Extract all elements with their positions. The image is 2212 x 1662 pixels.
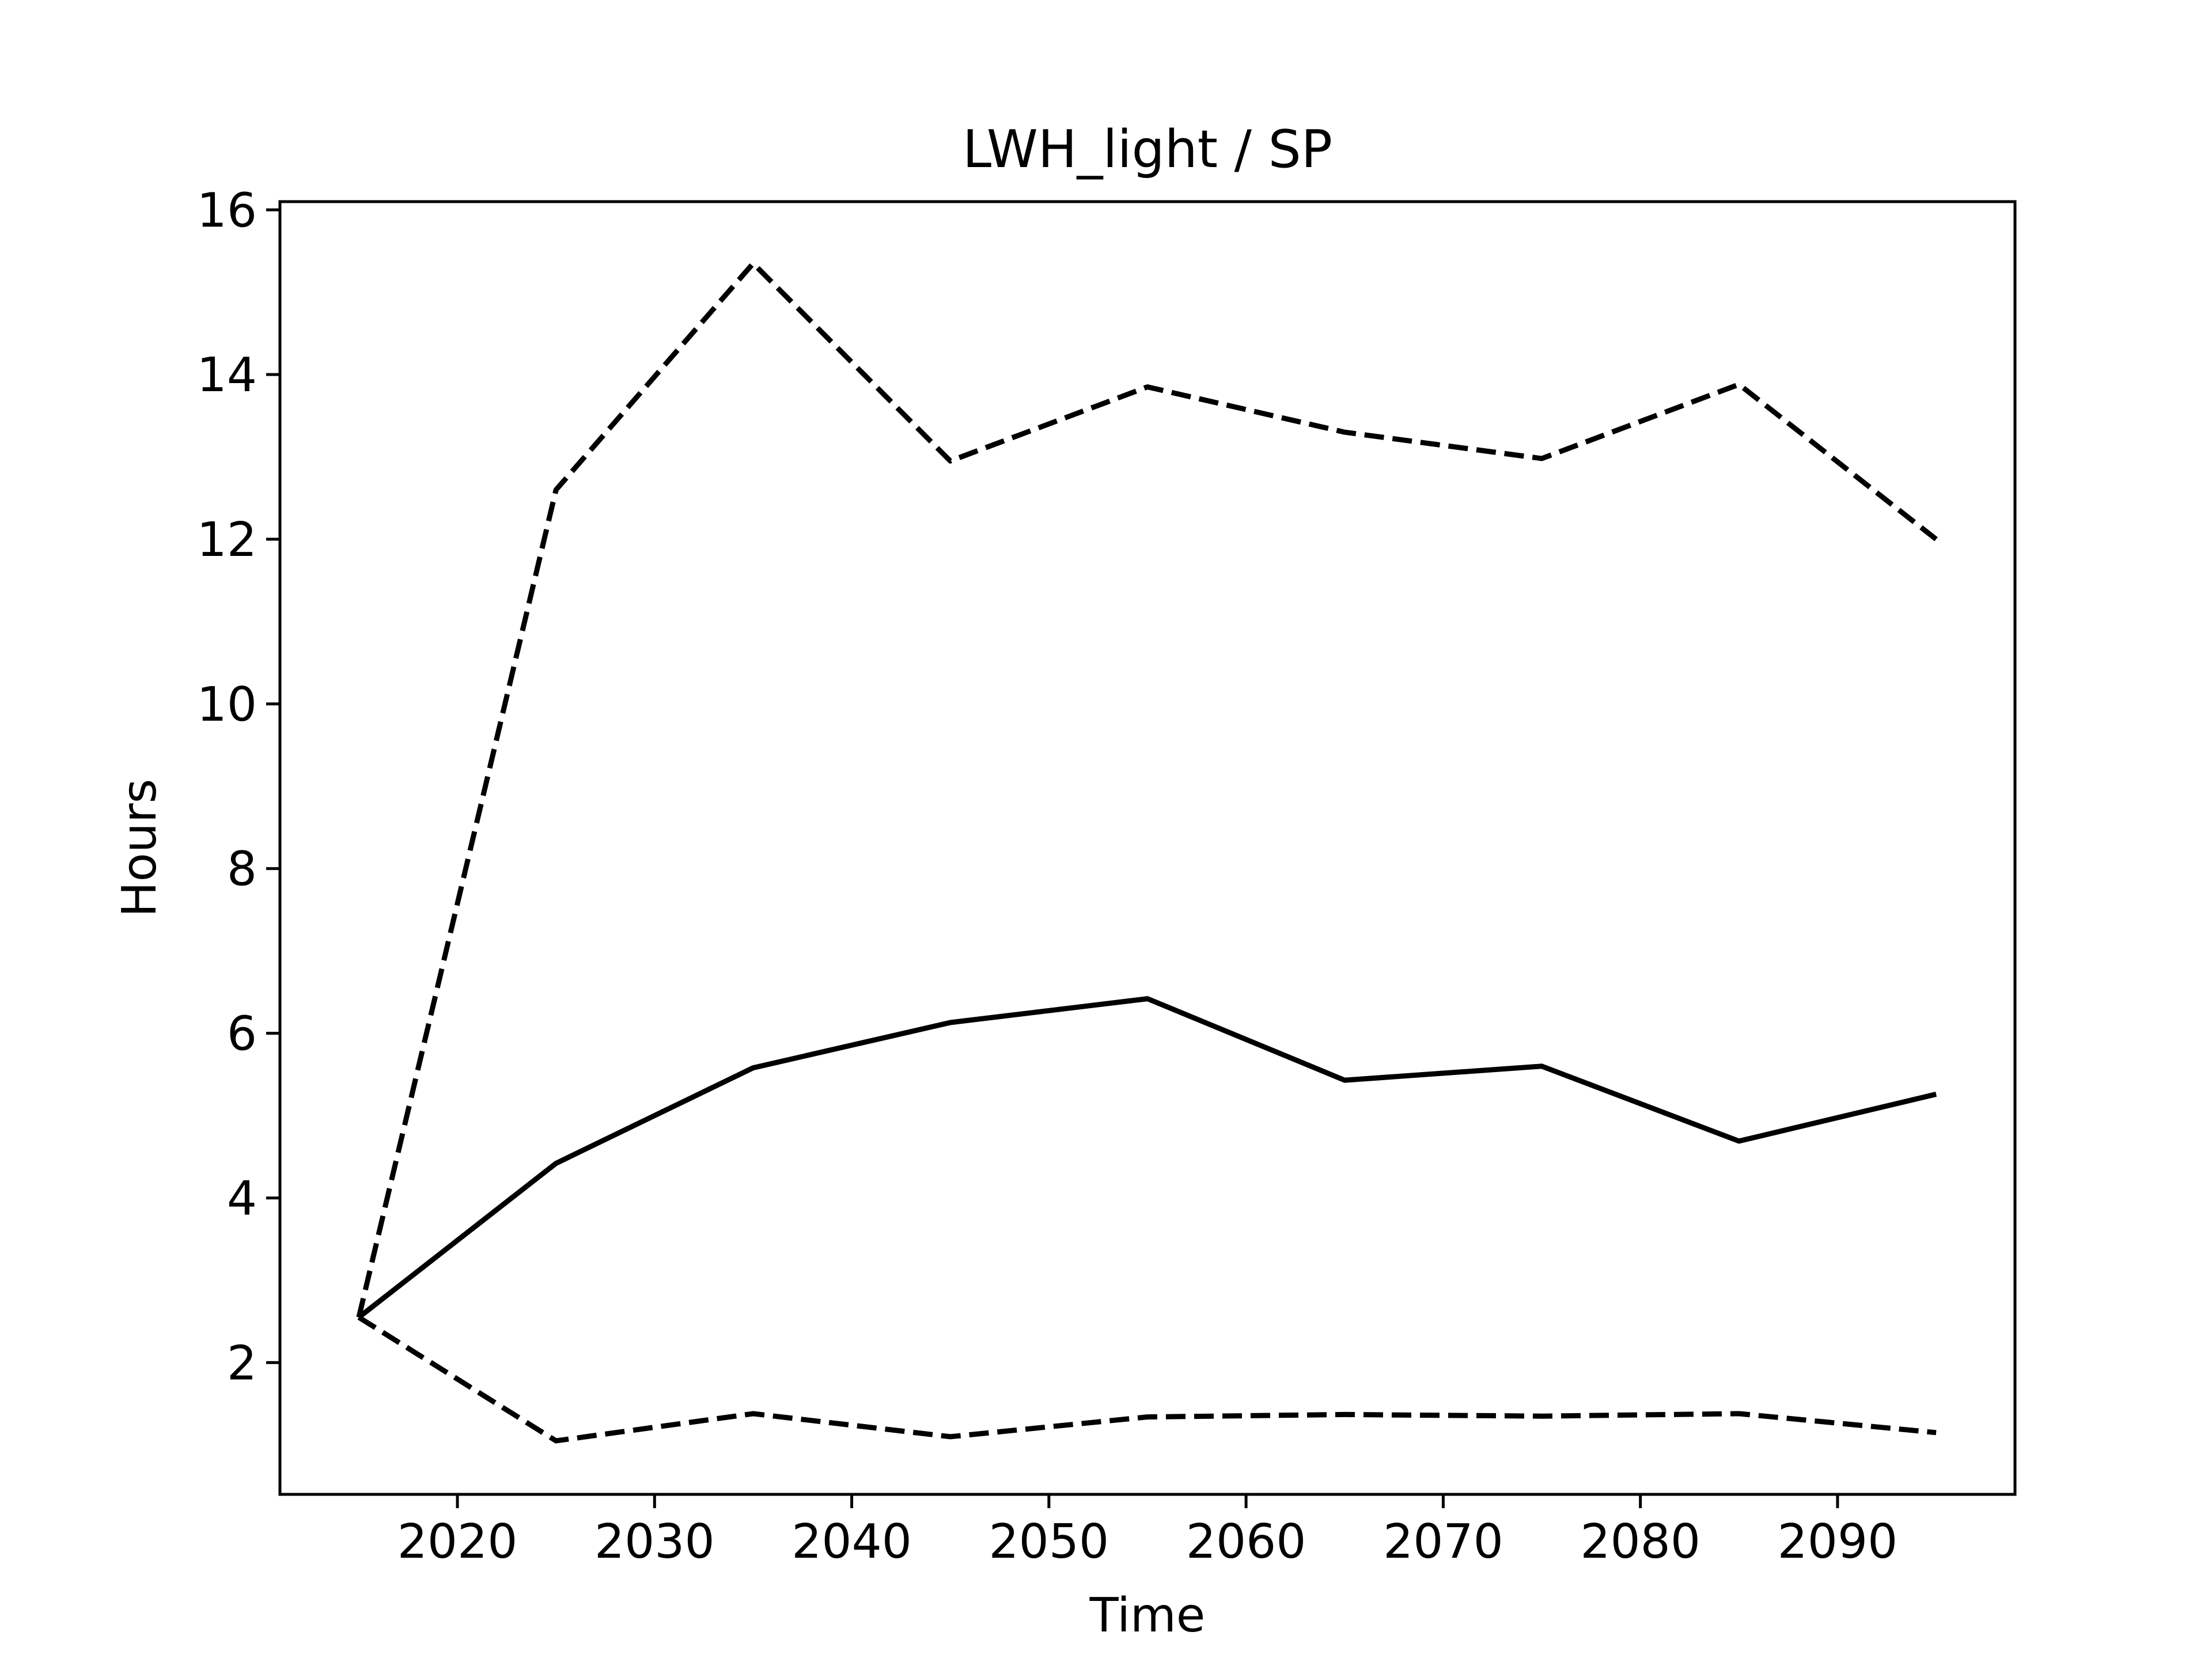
y-tick-label: 10 — [197, 677, 257, 732]
x-axis-ticks: 2020 2030 2040 2050 2060 2070 2080 2090 — [397, 1494, 1898, 1569]
y-axis-label: Hours — [112, 779, 167, 917]
series-line-1 — [357, 996, 1937, 1320]
x-tick-label: 2090 — [1778, 1515, 1898, 1569]
x-axis-label: Time — [1089, 1588, 1206, 1643]
x-tick-label: 2040 — [791, 1515, 912, 1569]
y-tick-label: 12 — [197, 513, 257, 567]
x-tick-label: 2050 — [989, 1515, 1109, 1569]
y-tick-label: 16 — [197, 183, 257, 238]
plot-area — [356, 260, 1938, 1444]
series-line-2 — [356, 260, 1938, 1318]
chart-title: LWH_light / SP — [963, 119, 1332, 180]
x-tick-label: 2060 — [1186, 1515, 1306, 1569]
x-tick-label: 2080 — [1580, 1515, 1700, 1569]
y-axis-ticks: 2 4 6 8 10 12 14 16 — [197, 183, 280, 1391]
y-tick-label: 4 — [227, 1171, 257, 1226]
y-tick-label: 14 — [197, 348, 257, 403]
series-line-3 — [357, 1315, 1937, 1444]
y-tick-label: 2 — [227, 1336, 257, 1391]
x-tick-label: 2030 — [594, 1515, 715, 1569]
y-tick-label: 8 — [227, 842, 257, 897]
y-tick-label: 6 — [227, 1007, 257, 1062]
plot-frame — [278, 200, 2017, 1496]
x-tick-label: 2020 — [397, 1515, 518, 1569]
x-tick-label: 2070 — [1383, 1515, 1503, 1569]
